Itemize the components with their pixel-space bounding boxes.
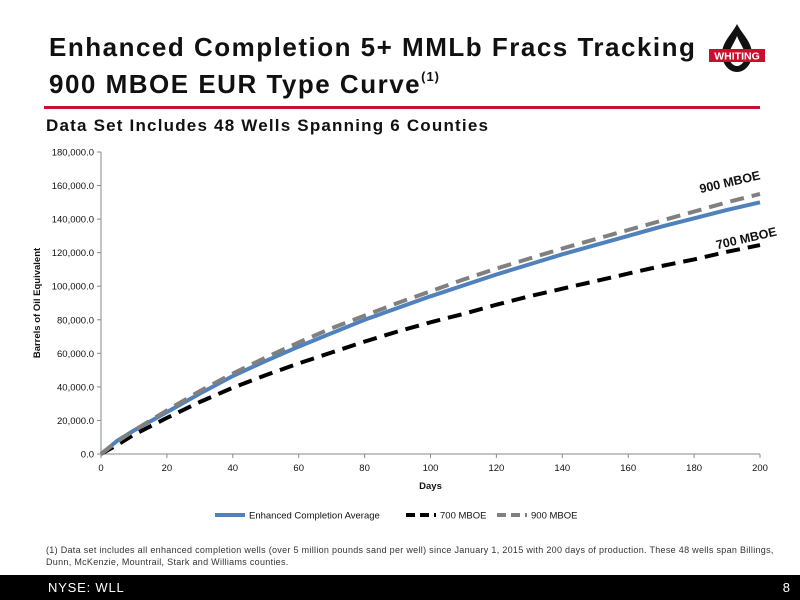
slide-title: Enhanced Completion 5+ MMLb Fracs Tracki…: [49, 32, 696, 99]
legend-label-900-mboe: 900 MBOE: [531, 511, 577, 522]
legend-label-700-mboe: 700 MBOE: [440, 511, 486, 522]
chart-subtitle: Data Set Includes 48 Wells Spanning 6 Co…: [46, 116, 490, 135]
y-tick-label: 0.0: [81, 450, 94, 461]
x-tick-label: 140: [554, 463, 570, 474]
x-tick-label: 160: [620, 463, 636, 474]
y-tick-label: 180,000.0: [52, 148, 94, 159]
x-tick-label: 0: [98, 463, 103, 474]
footer-bar: NYSE: WLL 8: [0, 575, 800, 600]
title-line-2-text: 900 MBOE EUR Type Curve: [49, 69, 422, 99]
y-tick-label: 100,000.0: [52, 282, 94, 293]
ticker-symbol: NYSE: WLL: [48, 580, 125, 595]
x-tick-label: 20: [162, 463, 173, 474]
y-tick-label: 160,000.0: [52, 181, 94, 192]
type-curve-chart: 0.0 20,000.0 40,000.0 60,000.0 80,000.0 100,0…: [32, 148, 778, 522]
x-axis-title: Days: [419, 481, 442, 492]
whiting-logo: WHITING: [709, 24, 765, 72]
x-tick-label: 200: [752, 463, 768, 474]
title-divider: [44, 106, 760, 109]
logo-text: WHITING: [714, 51, 760, 63]
series-line-700-mboe: [100, 243, 761, 456]
y-tick-label: 140,000.0: [52, 215, 94, 226]
x-tick-label: 40: [228, 463, 239, 474]
series-line-enhanced-completion-average: [99, 200, 761, 456]
title-footnote-mark: (1): [421, 69, 441, 84]
title-line-2: 900 MBOE EUR Type Curve(1): [49, 62, 696, 99]
page-number: 8: [782, 580, 790, 595]
y-tick-label: 20,000.0: [57, 416, 94, 427]
annotation-700-mboe: 700 MBOE: [715, 225, 778, 253]
x-tick-label: 120: [488, 463, 504, 474]
y-tick-label: 60,000.0: [57, 349, 94, 360]
annotation-900-mboe: 900 MBOE: [698, 168, 761, 196]
x-tick-label: 180: [686, 463, 702, 474]
x-tick-label: 80: [359, 463, 370, 474]
x-tick-label: 60: [293, 463, 304, 474]
x-tick-label: 100: [423, 463, 439, 474]
y-axis-title: Barrels of Oil Equivalent: [32, 247, 43, 358]
title-line-1: Enhanced Completion 5+ MMLb Fracs Tracki…: [49, 32, 697, 62]
legend-label-enhanced-completion-average: Enhanced Completion Average: [249, 511, 380, 522]
y-tick-label: 80,000.0: [57, 315, 94, 326]
footnote: (1) Data set includes all enhanced compl…: [46, 545, 774, 567]
y-tick-label: 120,000.0: [52, 248, 94, 259]
y-tick-label: 40,000.0: [57, 382, 94, 393]
series-line-900-mboe: [99, 191, 761, 456]
